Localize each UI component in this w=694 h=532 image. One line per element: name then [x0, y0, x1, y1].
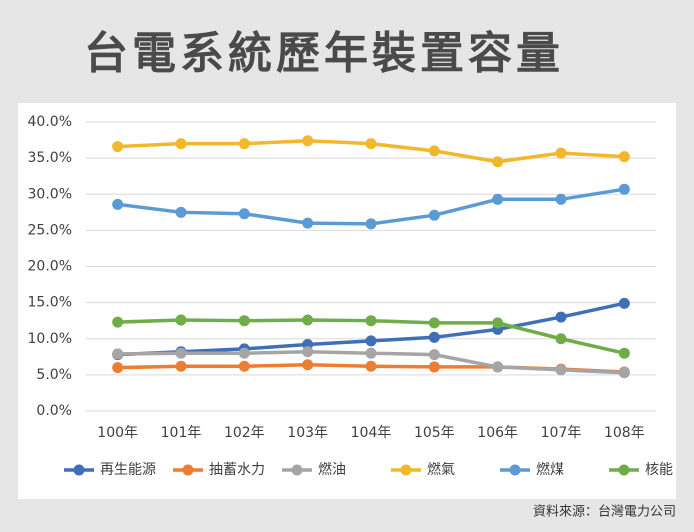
data-point: [365, 335, 377, 347]
data-point: [238, 315, 250, 327]
data-point: [365, 360, 377, 372]
legend-label: 抽蓄水力: [209, 462, 265, 478]
x-tick-label: 102年: [224, 425, 265, 441]
data-point: [302, 135, 314, 147]
x-tick-label: 100年: [97, 425, 138, 441]
x-tick-label: 104年: [351, 425, 392, 441]
y-tick-label: 0.0%: [36, 403, 72, 419]
data-point: [618, 183, 630, 195]
data-point: [302, 346, 314, 358]
data-point: [428, 361, 440, 373]
data-point: [492, 193, 504, 205]
data-point: [175, 347, 187, 359]
x-tick-label: 101年: [161, 425, 202, 441]
data-point: [555, 364, 567, 376]
data-point: [428, 145, 440, 157]
x-tick-label: 105年: [414, 425, 455, 441]
data-point: [618, 347, 630, 359]
data-point: [428, 331, 440, 343]
data-point: [365, 347, 377, 359]
data-point: [175, 206, 187, 218]
legend-label: 燃氣: [427, 461, 455, 478]
x-tick-label: 108年: [604, 425, 645, 441]
data-point: [238, 360, 250, 372]
data-point: [428, 349, 440, 361]
y-tick-label: 5.0%: [36, 367, 72, 383]
legend-marker: [400, 464, 412, 476]
data-point: [618, 367, 630, 379]
y-tick-label: 25.0%: [28, 222, 72, 238]
data-point: [112, 316, 124, 328]
data-point: [112, 141, 124, 153]
y-tick-label: 15.0%: [28, 295, 72, 311]
data-point: [555, 147, 567, 159]
data-point: [302, 217, 314, 229]
data-point: [302, 359, 314, 371]
data-point: [238, 347, 250, 359]
data-point: [112, 198, 124, 210]
legend-label: 燃油: [318, 461, 346, 478]
data-point: [555, 333, 567, 345]
data-point: [112, 348, 124, 360]
y-tick-label: 35.0%: [28, 150, 72, 166]
data-point: [618, 151, 630, 163]
data-point: [492, 317, 504, 329]
data-point: [492, 361, 504, 373]
legend-marker: [291, 464, 303, 476]
data-point: [618, 297, 630, 309]
data-point: [428, 209, 440, 221]
data-point: [555, 193, 567, 205]
y-tick-label: 40.0%: [28, 114, 72, 130]
data-point: [428, 317, 440, 329]
y-tick-label: 10.0%: [28, 331, 72, 347]
legend-label: 再生能源: [100, 462, 156, 478]
legend-marker: [182, 464, 194, 476]
data-point: [555, 311, 567, 323]
data-point: [175, 360, 187, 372]
legend-label: 核能: [645, 462, 673, 478]
x-tick-label: 107年: [541, 425, 582, 441]
x-tick-label: 106年: [477, 425, 518, 441]
data-point: [112, 362, 124, 374]
data-point: [302, 314, 314, 326]
data-point: [365, 315, 377, 327]
x-tick-label: 103年: [287, 425, 328, 441]
source-note: 資料來源：台灣電力公司: [533, 505, 676, 520]
data-point: [238, 208, 250, 220]
plot-panel: [18, 103, 676, 499]
data-point: [492, 156, 504, 168]
data-point: [175, 138, 187, 150]
legend-marker: [509, 464, 521, 476]
y-tick-label: 20.0%: [28, 259, 72, 275]
legend-marker: [73, 464, 85, 476]
legend-label: 燃煤: [536, 461, 564, 478]
chart-title: 台電系統歷年裝置容量: [84, 28, 564, 79]
data-point: [365, 218, 377, 230]
data-point: [175, 314, 187, 326]
data-point: [238, 138, 250, 150]
legend-marker: [618, 464, 630, 476]
data-point: [365, 138, 377, 150]
y-tick-label: 30.0%: [28, 186, 72, 202]
